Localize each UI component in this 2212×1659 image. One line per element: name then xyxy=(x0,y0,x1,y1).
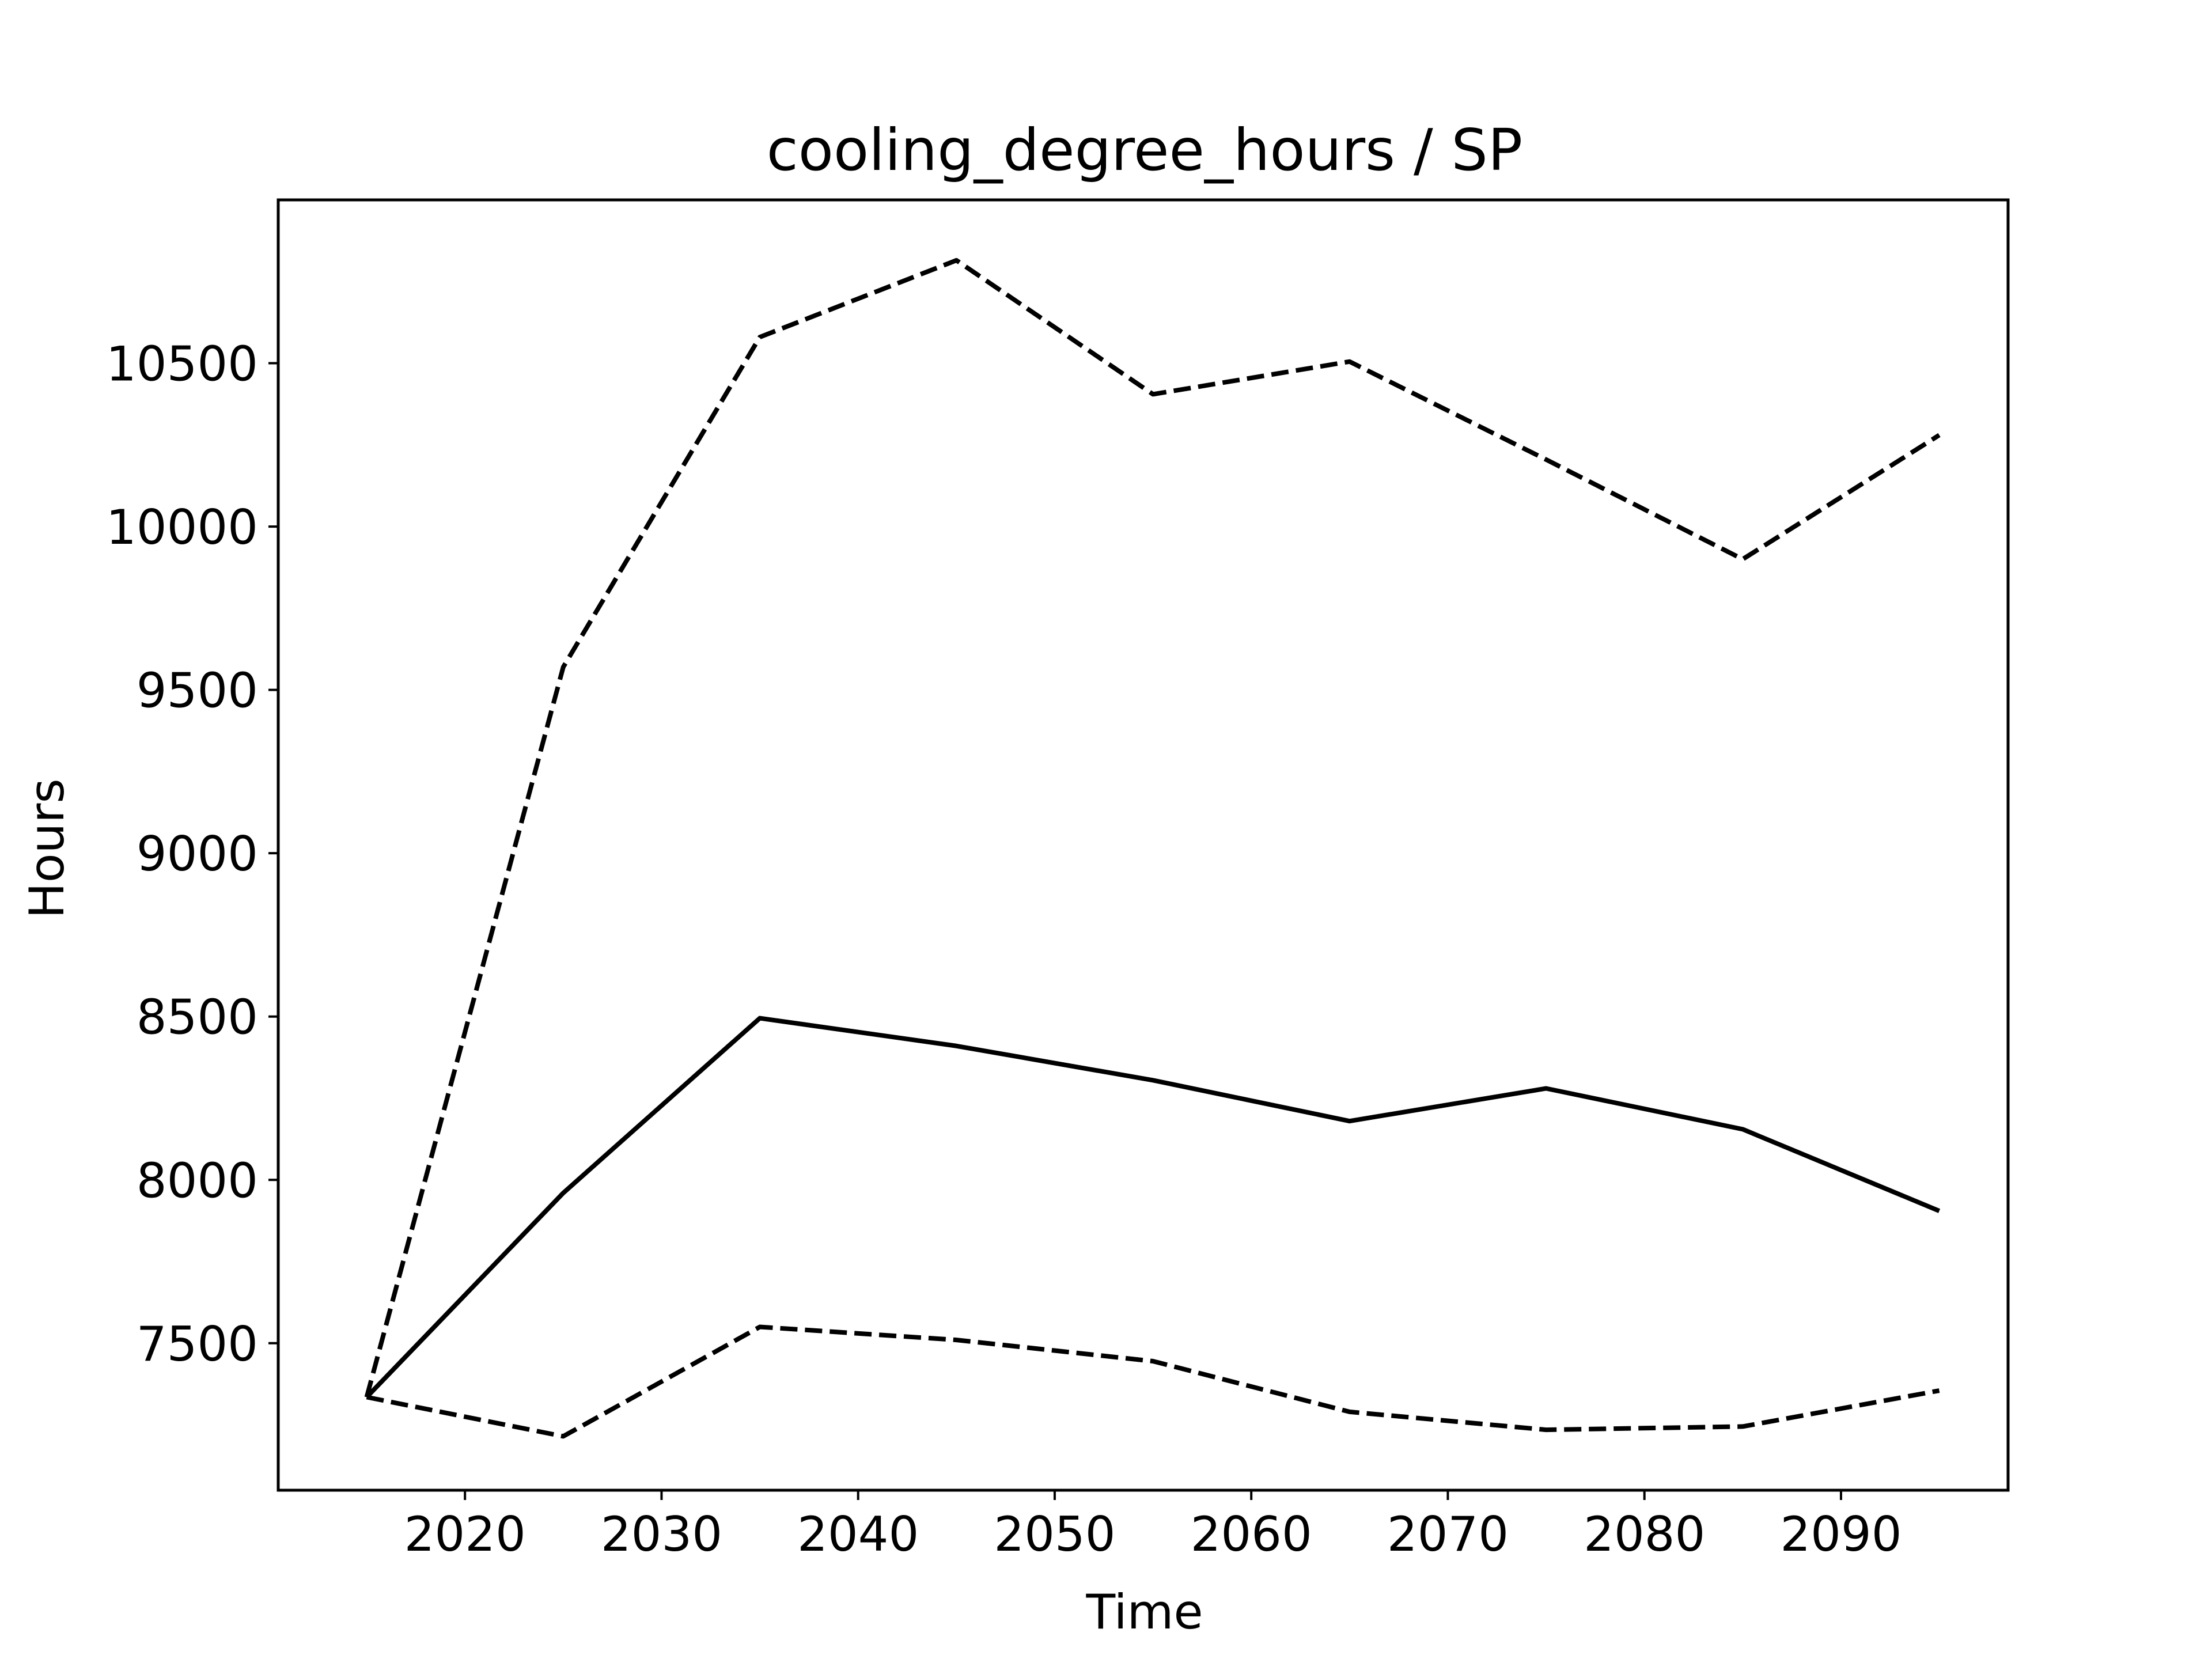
x-tick-label: 2050 xyxy=(994,1506,1115,1562)
y-tick-label: 7500 xyxy=(137,1316,258,1372)
y-tick-label: 8500 xyxy=(137,990,258,1046)
y-tick-label: 10500 xyxy=(106,336,258,392)
y-tick-label: 10000 xyxy=(106,499,258,555)
series-line-3 xyxy=(366,1324,1940,1439)
x-tick-label: 2040 xyxy=(797,1506,919,1562)
x-tick-label: 2030 xyxy=(601,1506,722,1562)
plot-frame xyxy=(276,198,2010,1492)
x-axis-label: Time xyxy=(1085,1584,1203,1640)
y-axis-label: Hours xyxy=(19,778,75,918)
y-ticks: 7500 8000 8500 9000 9500 10000 10500 xyxy=(106,336,278,1372)
series-group xyxy=(364,257,1941,1439)
series-line-2 xyxy=(365,1016,1941,1399)
chart-title: cooling_degree_hours / SP xyxy=(767,116,1522,184)
x-tick-label: 2080 xyxy=(1584,1506,1705,1562)
x-ticks: 2020 2030 2040 2050 2060 2070 2080 2090 xyxy=(404,1490,1902,1562)
y-tick-label: 9000 xyxy=(137,826,258,882)
series-line-1 xyxy=(364,257,1941,1398)
y-tick-label: 8000 xyxy=(137,1153,258,1209)
x-tick-label: 2070 xyxy=(1387,1506,1509,1562)
x-tick-label: 2060 xyxy=(1191,1506,1312,1562)
y-tick-label: 9500 xyxy=(137,663,258,719)
x-tick-label: 2020 xyxy=(404,1506,526,1562)
x-tick-label: 2090 xyxy=(1780,1506,1902,1562)
